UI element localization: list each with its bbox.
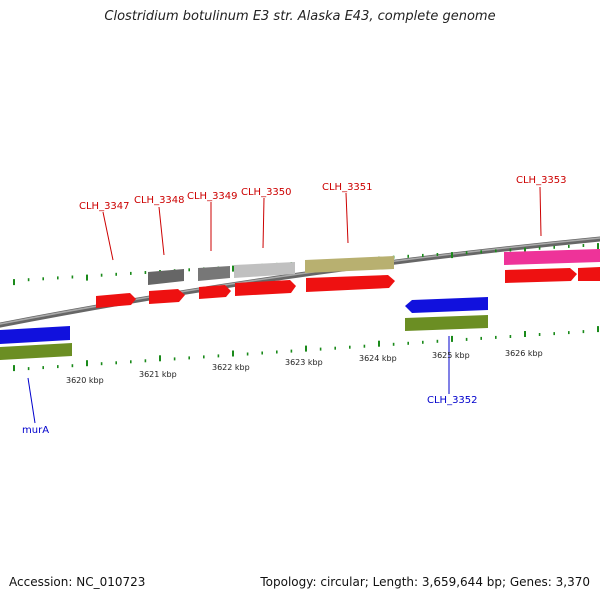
connector-clh3351 xyxy=(345,192,349,244)
cog-box-mura xyxy=(0,343,72,360)
gene-label-mura: murA xyxy=(22,425,49,436)
gene-arrow-clh3349 xyxy=(199,285,231,299)
gene-arrow-mura xyxy=(0,326,70,344)
gene-label-clh3347: CLH_3347 xyxy=(79,201,130,212)
accession-label: Accession: NC_010723 xyxy=(9,575,146,589)
inner-tick-ring xyxy=(13,326,599,372)
gene-arrow-clh3353b xyxy=(578,267,600,281)
gene-arrow-clh3350 xyxy=(235,280,296,296)
scale-label-3623: 3623 kbp xyxy=(285,358,323,367)
gene-label-clh3351: CLH_3351 xyxy=(322,182,373,193)
gene-label-clh3352: CLH_3352 xyxy=(427,395,478,406)
gene-label-clh3348: CLH_3348 xyxy=(134,195,185,206)
reverse-cog-boxes xyxy=(0,315,488,360)
gene-arrow-clh3353a xyxy=(505,268,577,283)
connector-clh3348 xyxy=(158,206,165,256)
reverse-gene-arrows xyxy=(0,297,488,344)
cog-box-clh3352 xyxy=(405,315,488,331)
scale-label-3620: 3620 kbp xyxy=(66,376,104,385)
gene-arrow-clh3352 xyxy=(405,297,488,313)
cog-box-clh3348 xyxy=(148,269,184,285)
topology-label: Topology: circular; Length: 3,659,644 bp… xyxy=(260,575,590,589)
gene-label-clh3353: CLH_3353 xyxy=(516,175,567,186)
scale-label-3621: 3621 kbp xyxy=(139,370,177,379)
gene-label-clh3350: CLH_3350 xyxy=(241,187,292,198)
scale-label-3622: 3622 kbp xyxy=(212,363,250,372)
cog-box-clh3350 xyxy=(234,262,295,278)
gene-label-clh3349: CLH_3349 xyxy=(187,191,238,202)
map-title: Clostridium botulinum E3 str. Alaska E43… xyxy=(104,9,496,24)
cog-box-clh3353 xyxy=(504,249,600,265)
scale-labels: 3620 kbp 3621 kbp 3622 kbp 3623 kbp 3624… xyxy=(66,349,543,385)
connector-clh3353 xyxy=(539,186,542,237)
forward-cog-boxes xyxy=(148,249,600,285)
gene-arrow-clh3351 xyxy=(306,275,395,292)
gene-labels: CLH_3347 CLH_3348 CLH_3349 CLH_3350 CLH_… xyxy=(22,175,567,436)
cog-box-clh3349 xyxy=(198,266,230,281)
connector-mura xyxy=(27,377,36,424)
cog-box-clh3351 xyxy=(305,256,394,273)
connector-clh3347 xyxy=(102,211,114,261)
genome-backbone-highlight xyxy=(0,237,600,325)
forward-gene-arrows xyxy=(96,267,600,308)
connector-clh3350 xyxy=(262,197,265,249)
gene-arrow-clh3347 xyxy=(96,293,136,308)
label-connectors xyxy=(27,186,542,424)
gene-arrow-clh3348 xyxy=(149,289,185,304)
genome-backbone xyxy=(0,236,600,328)
scale-label-3624: 3624 kbp xyxy=(359,354,397,363)
scale-label-3625: 3625 kbp xyxy=(432,351,470,360)
scale-label-3626: 3626 kbp xyxy=(505,349,543,358)
